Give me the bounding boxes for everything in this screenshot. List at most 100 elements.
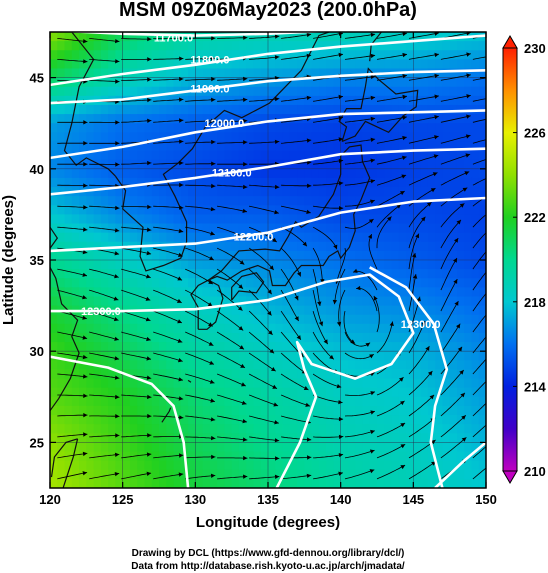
heatmap-cell	[224, 104, 233, 115]
streamline-arrowhead	[350, 339, 356, 344]
heatmap-cell	[122, 114, 131, 124]
heatmap-cell	[275, 405, 284, 416]
heatmap-cell	[297, 424, 305, 434]
heatmap-cell	[224, 77, 233, 88]
heatmap-cell	[456, 360, 465, 371]
heatmap-cell	[297, 442, 305, 453]
heatmap-cell	[333, 451, 342, 462]
streamline	[313, 205, 344, 209]
streamline-arrowhead	[207, 302, 213, 307]
heatmap-cell	[260, 232, 269, 243]
heatmap-cell	[144, 323, 153, 334]
heatmap-cell	[195, 232, 204, 243]
heatmap-cell	[311, 150, 320, 161]
heatmap-cell	[108, 378, 116, 389]
heatmap-cell	[246, 114, 255, 124]
heatmap-cell	[304, 168, 313, 179]
heatmap-cell	[384, 86, 393, 97]
heatmap-cell	[427, 187, 436, 197]
heatmap-cell	[413, 433, 422, 443]
heatmap-cell	[333, 415, 342, 425]
streamline-arrowhead	[243, 474, 248, 479]
heatmap-cell	[413, 114, 422, 124]
heatmap-cell	[427, 332, 436, 343]
y-tick-label: 30	[30, 344, 44, 359]
heatmap-cell	[456, 123, 465, 133]
heatmap-cell	[268, 205, 276, 215]
streamline-arrowhead	[242, 419, 247, 424]
heatmap-cell	[166, 177, 175, 188]
heatmap-cell	[297, 314, 305, 325]
heatmap-cell	[246, 141, 255, 152]
heatmap-cell	[333, 305, 342, 316]
streamline	[472, 56, 486, 60]
heatmap-cell	[318, 424, 327, 434]
heatmap-cell	[115, 433, 124, 443]
heatmap-cell	[231, 187, 240, 197]
heatmap-cell	[71, 196, 80, 206]
heatmap-cell	[137, 478, 146, 488]
heatmap-cell	[209, 442, 218, 453]
heatmap-cell	[478, 396, 486, 407]
streamline-arrowhead	[268, 330, 273, 335]
heatmap-cell	[100, 250, 109, 261]
heatmap-cell	[137, 396, 146, 407]
heatmap-cell	[108, 104, 116, 115]
heatmap-cell	[93, 351, 102, 361]
heatmap-cell	[391, 223, 400, 234]
heatmap-cell	[64, 278, 73, 288]
heatmap-cell	[377, 296, 385, 307]
heatmap-cell	[188, 269, 196, 279]
heatmap-cell	[224, 305, 233, 316]
heatmap-cell	[260, 424, 269, 434]
heatmap-cell	[304, 187, 313, 197]
heatmap-cell	[456, 369, 465, 380]
heatmap-cell	[209, 323, 218, 334]
heatmap-cell	[406, 469, 414, 480]
heatmap-cell	[297, 86, 305, 97]
heatmap-cell	[340, 141, 349, 152]
heatmap-cell	[100, 260, 109, 270]
heatmap-cell	[137, 387, 146, 398]
heatmap-cell	[180, 95, 189, 106]
heatmap-cell	[362, 305, 371, 316]
heatmap-cell	[369, 415, 378, 425]
contour-line	[50, 34, 486, 87]
heatmap-cell	[435, 305, 443, 316]
heatmap-cell	[159, 424, 167, 434]
heatmap-cell	[173, 41, 182, 51]
heatmap-cell	[50, 114, 58, 124]
heatmap-cell	[115, 187, 124, 197]
heatmap-cell	[326, 332, 334, 343]
heatmap-cell	[79, 287, 87, 298]
heatmap-cell	[391, 433, 400, 443]
heatmap-cell	[86, 478, 95, 488]
heatmap-cell	[333, 196, 342, 206]
heatmap-cell	[297, 469, 305, 480]
heatmap-cell	[224, 214, 233, 225]
heatmap-cell	[180, 260, 189, 270]
heatmap-cell	[406, 305, 414, 316]
heatmap-cell	[449, 68, 458, 79]
heatmap-cell	[238, 396, 247, 407]
streamline	[248, 373, 278, 389]
heatmap-cell	[362, 332, 371, 343]
heatmap-cell	[217, 323, 225, 334]
heatmap-cell	[268, 296, 276, 307]
heatmap-cell	[304, 59, 313, 70]
heatmap-cell	[173, 77, 182, 88]
heatmap-cell	[64, 378, 73, 389]
heatmap-cell	[93, 405, 102, 416]
heatmap-cell	[122, 360, 131, 371]
heatmap-cell	[217, 469, 225, 480]
coastline	[187, 379, 192, 383]
streamline	[376, 464, 406, 480]
heatmap-cell	[318, 405, 327, 416]
heatmap-cell	[347, 214, 356, 225]
coastline	[50, 226, 80, 412]
heatmap-cell	[304, 123, 313, 133]
contour-line	[50, 69, 486, 105]
heatmap-cell	[406, 424, 414, 434]
streamline-arrowhead	[243, 184, 248, 190]
heatmap-cell	[398, 205, 407, 215]
